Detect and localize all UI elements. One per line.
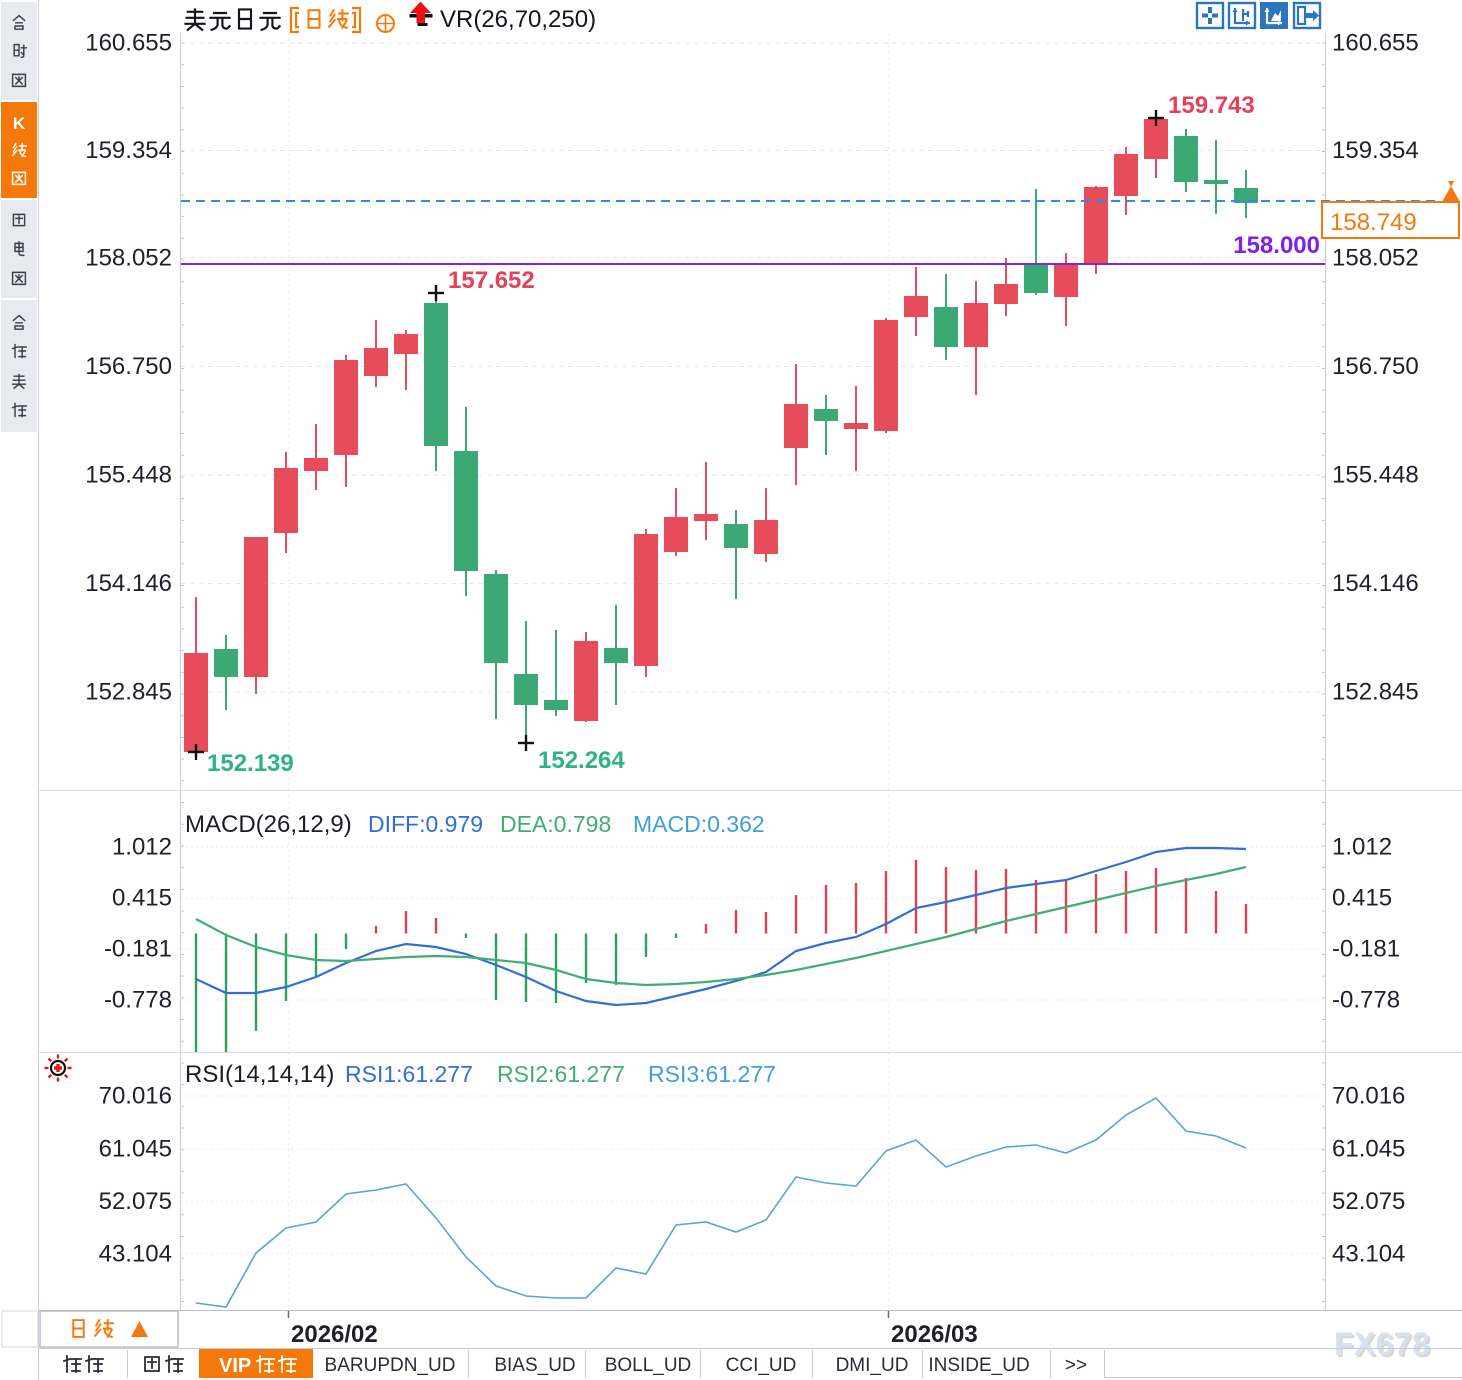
svg-text:155.448: 155.448 [1332, 462, 1419, 489]
svg-text:-0.181: -0.181 [104, 936, 172, 963]
svg-text:RSI(14,14,14): RSI(14,14,14) [185, 1061, 334, 1088]
svg-text:157.652: 157.652 [448, 267, 535, 294]
svg-text:INSIDE_UD: INSIDE_UD [928, 1355, 1029, 1376]
svg-text:152.264: 152.264 [538, 747, 625, 774]
svg-text:70.016: 70.016 [99, 1083, 172, 1110]
svg-text:CCI_UD: CCI_UD [726, 1355, 797, 1376]
svg-text:1.012: 1.012 [112, 834, 172, 861]
svg-text:FX678: FX678 [1336, 1328, 1432, 1364]
svg-text:RSI2:61.277: RSI2:61.277 [497, 1061, 625, 1087]
svg-text:BARUPDN_UD: BARUPDN_UD [325, 1355, 456, 1376]
svg-text:152.139: 152.139 [207, 750, 294, 777]
svg-text:155.448: 155.448 [85, 462, 172, 489]
svg-text:RSI3:61.277: RSI3:61.277 [648, 1061, 776, 1087]
svg-text:FX678: FX678 [1334, 1326, 1430, 1362]
svg-text:159.354: 159.354 [1332, 137, 1419, 164]
svg-text:0.415: 0.415 [1332, 885, 1392, 912]
svg-text:MACD:0.362: MACD:0.362 [633, 811, 765, 837]
svg-text:152.845: 152.845 [85, 679, 172, 706]
svg-text:VIP: VIP [219, 1355, 251, 1377]
svg-text:DMI_UD: DMI_UD [836, 1355, 909, 1376]
svg-text:61.045: 61.045 [99, 1136, 172, 1163]
svg-text:DEA:0.798: DEA:0.798 [500, 811, 611, 837]
svg-text:MACD(26,12,9): MACD(26,12,9) [185, 811, 352, 838]
svg-text:52.075: 52.075 [1332, 1188, 1405, 1215]
svg-text:BOLL_UD: BOLL_UD [605, 1355, 692, 1376]
svg-text:43.104: 43.104 [1332, 1241, 1405, 1268]
svg-text:158.000: 158.000 [1233, 232, 1320, 259]
svg-text:>>: >> [1065, 1355, 1087, 1376]
svg-text:-0.181: -0.181 [1332, 936, 1400, 963]
svg-text:2026/02: 2026/02 [291, 1321, 378, 1348]
svg-text:43.104: 43.104 [99, 1241, 172, 1268]
svg-text:154.146: 154.146 [85, 570, 172, 597]
svg-text:-0.778: -0.778 [1332, 987, 1400, 1014]
svg-text:160.655: 160.655 [85, 30, 172, 57]
svg-text:159.354: 159.354 [85, 137, 172, 164]
svg-text:70.016: 70.016 [1332, 1083, 1405, 1110]
svg-text:156.750: 156.750 [1332, 353, 1419, 380]
svg-text:152.845: 152.845 [1332, 679, 1419, 706]
svg-text:156.750: 156.750 [85, 353, 172, 380]
svg-text:DIFF:0.979: DIFF:0.979 [368, 811, 483, 837]
svg-text:158.749: 158.749 [1330, 209, 1417, 236]
svg-text:1.012: 1.012 [1332, 834, 1392, 861]
svg-text:160.655: 160.655 [1332, 30, 1419, 57]
svg-text:BIAS_UD: BIAS_UD [494, 1355, 575, 1376]
svg-text:-0.778: -0.778 [104, 987, 172, 1014]
svg-text:0.415: 0.415 [112, 885, 172, 912]
svg-text:158.052: 158.052 [85, 245, 172, 272]
svg-text:K: K [13, 114, 26, 133]
svg-text:61.045: 61.045 [1332, 1136, 1405, 1163]
svg-text:RSI1:61.277: RSI1:61.277 [345, 1061, 473, 1087]
svg-text:154.146: 154.146 [1332, 570, 1419, 597]
svg-text:VR(26,70,250): VR(26,70,250) [440, 6, 596, 33]
svg-text:158.052: 158.052 [1332, 245, 1419, 272]
svg-text:52.075: 52.075 [99, 1188, 172, 1215]
svg-text:159.743: 159.743 [1168, 92, 1255, 119]
svg-text:2026/03: 2026/03 [891, 1321, 978, 1348]
